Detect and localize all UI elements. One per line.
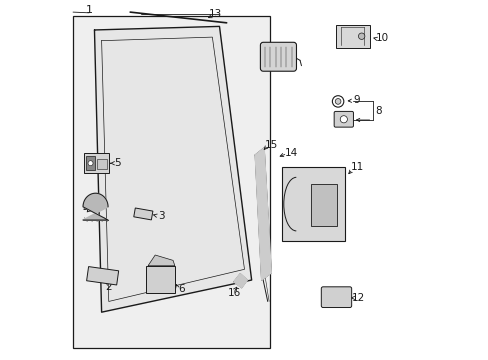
Text: 6: 6 xyxy=(178,284,185,294)
Polygon shape xyxy=(94,26,251,312)
Polygon shape xyxy=(134,208,153,220)
Polygon shape xyxy=(255,148,271,280)
Bar xyxy=(84,153,109,173)
FancyBboxPatch shape xyxy=(260,42,296,71)
Bar xyxy=(97,158,107,169)
Text: 5: 5 xyxy=(114,158,121,168)
Text: 13: 13 xyxy=(209,9,222,19)
Circle shape xyxy=(332,96,343,107)
Text: 16: 16 xyxy=(228,288,241,297)
Polygon shape xyxy=(83,193,108,220)
Text: 11: 11 xyxy=(350,162,363,172)
Bar xyxy=(73,16,269,348)
Bar xyxy=(335,24,369,48)
Text: 7: 7 xyxy=(263,60,269,70)
Text: 1: 1 xyxy=(85,5,92,15)
Text: 12: 12 xyxy=(351,293,365,303)
Text: 8: 8 xyxy=(374,107,381,116)
Circle shape xyxy=(340,116,346,123)
Bar xyxy=(86,157,95,170)
Text: 14: 14 xyxy=(284,148,297,158)
FancyBboxPatch shape xyxy=(333,111,353,127)
Bar xyxy=(282,167,344,241)
Bar xyxy=(310,184,337,226)
Polygon shape xyxy=(86,267,119,285)
Text: 15: 15 xyxy=(264,140,277,150)
Circle shape xyxy=(88,161,93,166)
Bar xyxy=(146,266,175,293)
Polygon shape xyxy=(233,274,247,288)
Text: 10: 10 xyxy=(375,33,388,43)
Text: 2: 2 xyxy=(105,282,112,292)
Text: 3: 3 xyxy=(158,211,164,221)
Circle shape xyxy=(358,33,364,40)
Polygon shape xyxy=(148,255,175,266)
Circle shape xyxy=(335,99,340,104)
Text: 4: 4 xyxy=(82,204,89,214)
FancyBboxPatch shape xyxy=(321,287,351,307)
Text: 9: 9 xyxy=(353,95,360,105)
